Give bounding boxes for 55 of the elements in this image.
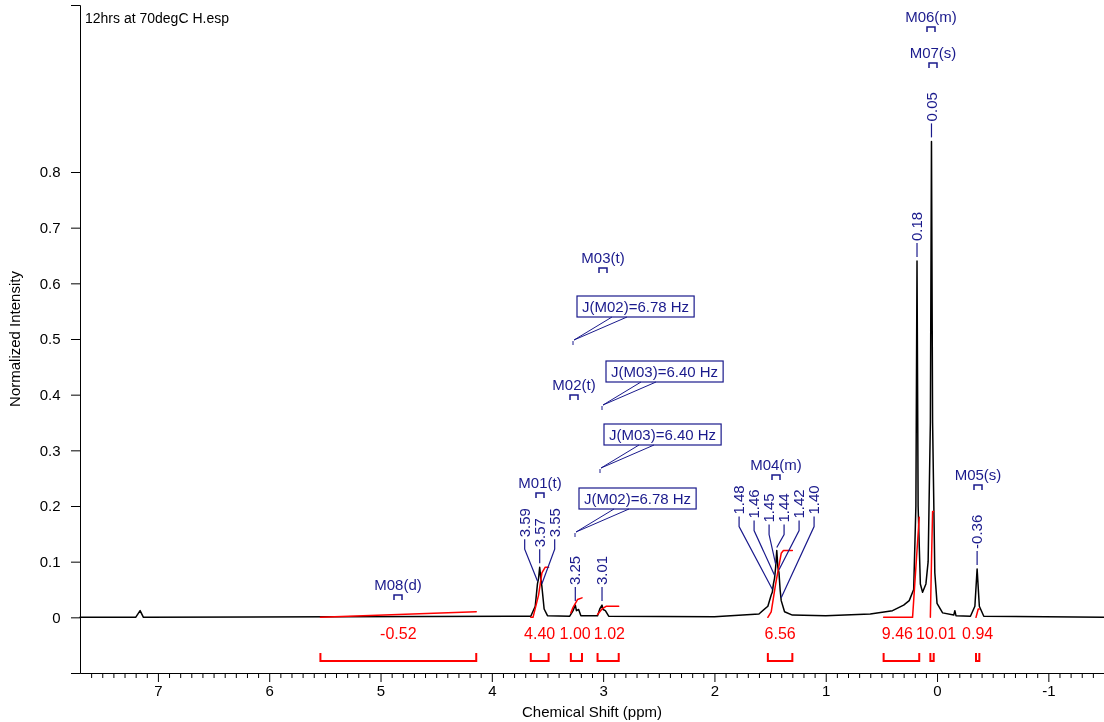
- x-tick-label: 0: [933, 681, 942, 699]
- annotation: 9.46: [881, 625, 914, 642]
- x-tick-label: 2: [710, 681, 720, 699]
- annotation: 3.57: [530, 518, 548, 548]
- annotation: 1.46: [745, 489, 763, 519]
- y-tick-label: 0.6: [39, 274, 61, 292]
- annotation: M07(s): [909, 44, 957, 61]
- annotation: M02(t): [552, 376, 596, 393]
- annotation: 1.00: [559, 625, 591, 642]
- annotation: 1.44: [775, 493, 793, 523]
- annotation: M04(m): [750, 456, 802, 473]
- annotation: 3.59: [515, 508, 533, 538]
- annotation: M06(m): [905, 8, 957, 25]
- annotation: -0.36: [968, 514, 986, 549]
- y-tick-label: 0.1: [39, 552, 61, 570]
- annotation: 10.01: [916, 625, 957, 642]
- y-tick-label: 0.4: [39, 385, 61, 403]
- chart-title: 12hrs at 70degC H.esp: [85, 10, 230, 26]
- annotation: 0.05: [922, 92, 940, 122]
- annotation: J(M03)=6.40 Hz: [609, 426, 717, 443]
- annotation: 6.56: [764, 625, 796, 642]
- annotation: 1.42: [790, 489, 808, 519]
- annotation: J(M03)=6.40 Hz: [611, 363, 719, 380]
- annotation: 3.55: [545, 508, 563, 538]
- annotation: 1.45: [760, 493, 778, 523]
- annotation: M01(t): [518, 474, 562, 491]
- annotation: M08(d): [374, 576, 422, 593]
- x-tick-label: 1: [822, 681, 831, 699]
- annotation: 0.94: [962, 625, 994, 642]
- y-tick-label: 0.7: [39, 218, 61, 236]
- annotation: 3.25: [566, 555, 584, 586]
- x-tick-label: 3: [599, 681, 608, 699]
- annotation: J(M02)=6.78 Hz: [584, 490, 692, 507]
- annotation: J(M02)=6.78 Hz: [582, 298, 690, 315]
- x-axis-title: Chemical Shift (ppm): [521, 703, 663, 720]
- annotation: 1.40: [805, 485, 823, 515]
- y-tick-label: 0.3: [39, 441, 61, 459]
- annotation: 3.01: [593, 555, 611, 586]
- x-tick-label: 5: [376, 681, 386, 699]
- y-tick-label: 0: [52, 608, 61, 626]
- annotation: 0.18: [907, 211, 925, 242]
- y-tick-label: 0.8: [39, 163, 61, 181]
- annotation: -0.52: [380, 625, 417, 642]
- annotation: M03(t): [581, 249, 625, 266]
- y-axis-title: Normalized Intensity: [6, 270, 23, 407]
- annotation: 1.02: [593, 625, 626, 642]
- x-tick-label: -1: [1042, 681, 1056, 699]
- y-tick-label: 0.5: [39, 330, 61, 348]
- x-tick-label: 4: [488, 681, 497, 699]
- x-tick-label: 7: [154, 681, 163, 699]
- annotation: M05(s): [954, 466, 1002, 483]
- annotation: 1.48: [730, 485, 748, 515]
- x-tick-label: 6: [265, 681, 274, 699]
- y-tick-label: 0.2: [39, 497, 61, 515]
- annotation: 4.40: [524, 625, 556, 642]
